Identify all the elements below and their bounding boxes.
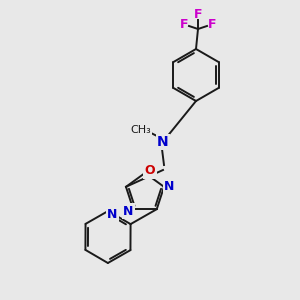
- Text: N: N: [123, 205, 134, 218]
- Text: F: F: [194, 8, 202, 22]
- Text: O: O: [145, 164, 155, 178]
- Text: N: N: [107, 208, 117, 220]
- Text: N: N: [164, 180, 174, 193]
- Text: F: F: [180, 19, 188, 32]
- Text: N: N: [157, 135, 169, 149]
- Text: CH₃: CH₃: [130, 125, 152, 135]
- Text: F: F: [208, 19, 216, 32]
